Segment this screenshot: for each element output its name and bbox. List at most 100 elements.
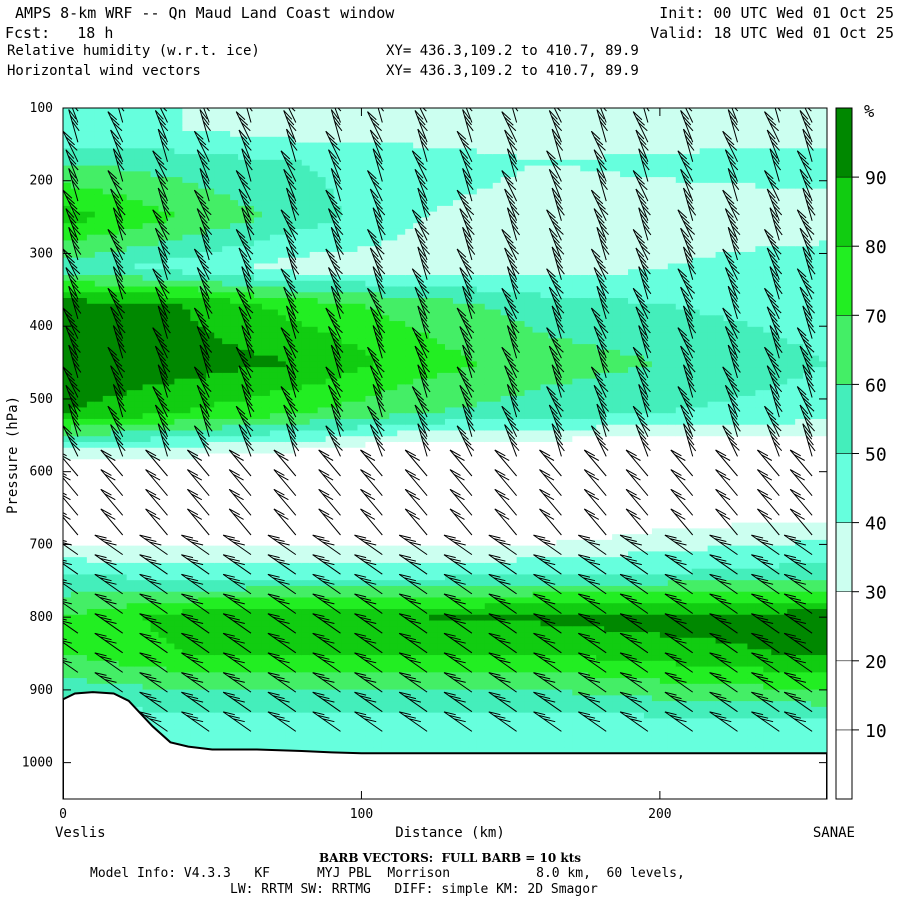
rh-cell	[357, 493, 367, 501]
rh-cell	[78, 528, 88, 535]
rh-cell	[341, 585, 351, 593]
rh-cell	[78, 493, 88, 501]
rh-cell	[182, 355, 191, 362]
rh-cell	[94, 367, 104, 374]
rh-cell	[293, 349, 303, 357]
rh-cell	[142, 372, 152, 380]
rh-cell	[238, 159, 247, 167]
rh-cell	[230, 257, 239, 265]
rh-cell	[309, 303, 319, 311]
rh-cell	[246, 119, 255, 126]
rh-cell	[214, 182, 223, 190]
rh-cell	[126, 171, 136, 178]
rh-cell	[182, 459, 191, 466]
rh-cell	[182, 660, 191, 668]
rh-cell	[86, 298, 96, 305]
rh-cell	[110, 378, 120, 385]
rh-cell	[381, 580, 390, 587]
rh-cell	[333, 108, 343, 115]
rh-cell	[134, 240, 144, 247]
rh-cell	[373, 637, 382, 645]
rh-cell	[357, 545, 367, 552]
rh-cell	[222, 499, 231, 506]
rh-cell	[222, 701, 231, 708]
rh-cell	[198, 108, 207, 115]
rh-cell	[261, 418, 271, 426]
rh-cell	[349, 303, 359, 311]
rh-cell	[325, 660, 335, 668]
rh-cell	[158, 119, 168, 126]
rh-cell	[198, 603, 207, 610]
rh-cell	[134, 131, 144, 138]
rh-cell	[349, 482, 359, 489]
rh-cell	[365, 194, 374, 201]
rh-cell	[190, 159, 199, 167]
rh-cell	[365, 655, 374, 662]
rh-cell	[222, 159, 231, 167]
rh-cell	[246, 683, 255, 691]
rh-cell	[373, 355, 382, 362]
rh-cell	[222, 683, 231, 691]
rh-cell	[150, 706, 160, 714]
rh-cell	[118, 159, 128, 167]
rh-cell	[317, 349, 327, 357]
rh-cell	[214, 269, 223, 276]
rh-cell	[78, 413, 88, 420]
rh-cell	[333, 436, 343, 443]
rh-cell	[373, 522, 382, 529]
rh-cell	[381, 269, 390, 276]
rh-cell	[198, 401, 207, 409]
rh-cell	[94, 349, 104, 357]
rh-cell	[254, 735, 263, 743]
rh-cell	[198, 303, 207, 311]
rh-cell	[230, 718, 239, 725]
rh-cell	[357, 182, 367, 190]
rh-cell	[254, 332, 263, 339]
rh-cell	[166, 447, 176, 455]
rh-cell	[118, 453, 128, 460]
rh-cell	[277, 562, 287, 570]
rh-cell	[301, 257, 311, 265]
rh-cell	[190, 695, 199, 702]
rh-cell	[126, 159, 136, 167]
rh-cell	[78, 108, 88, 115]
rh-cell	[341, 632, 351, 639]
rh-cell	[261, 735, 271, 743]
rh-cell	[150, 637, 160, 645]
rh-cell	[261, 257, 271, 265]
rh-cell	[341, 608, 351, 616]
rh-cell	[293, 424, 303, 432]
rh-cell	[277, 200, 287, 207]
rh-cell	[110, 321, 120, 328]
rh-cell	[166, 401, 176, 409]
rh-cell	[174, 580, 183, 587]
rh-cell	[94, 263, 104, 270]
rh-cell	[254, 436, 263, 443]
rh-cell	[206, 712, 215, 719]
rh-cell	[166, 637, 176, 645]
rh-cell	[222, 465, 231, 472]
rh-cell	[198, 205, 207, 213]
rh-cell	[110, 528, 120, 535]
rh-cell	[238, 200, 247, 207]
rh-cell	[174, 349, 183, 357]
rh-cell	[246, 701, 255, 708]
rh-cell	[134, 683, 144, 691]
rh-cell	[246, 211, 255, 219]
rh-cell	[349, 257, 359, 265]
rh-cell	[349, 217, 359, 224]
rh-cell	[269, 148, 279, 155]
rh-cell	[206, 395, 215, 403]
rh-cell	[381, 108, 390, 115]
vector-variable-label: Horizontal wind vectors	[7, 63, 201, 79]
rh-cell	[110, 430, 120, 437]
rh-cell	[158, 211, 168, 219]
rh-cell	[373, 683, 382, 691]
rh-cell	[381, 280, 390, 288]
rh-cell	[102, 614, 112, 622]
rh-cell	[230, 706, 239, 714]
rh-cell	[134, 459, 144, 466]
rh-cell	[63, 251, 72, 259]
rh-cell	[158, 332, 168, 339]
rh-cell	[254, 511, 263, 518]
